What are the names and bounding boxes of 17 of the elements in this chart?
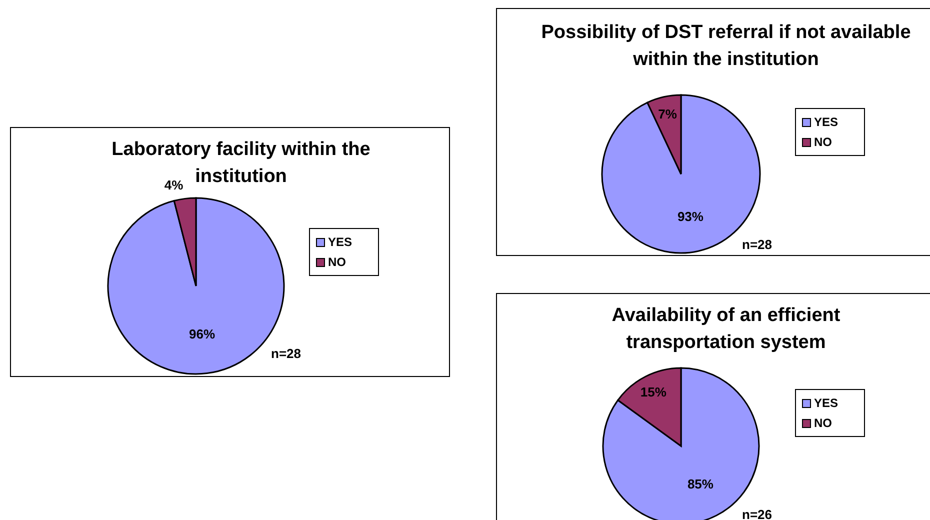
data-label: 85% [687, 476, 714, 492]
data-label: 7% [658, 106, 678, 122]
chart-title: Possibility of DST referral if not available within the institution [541, 21, 911, 72]
text: n=26 [742, 507, 772, 520]
legend-label: NO [327, 254, 347, 271]
text: n=28 [271, 346, 301, 361]
legend-label: NO [813, 415, 833, 432]
legend-label: YES [813, 114, 840, 131]
legend-label: NO [813, 134, 833, 151]
data-label: 15% [640, 384, 667, 400]
legend-label: YES [327, 234, 354, 251]
data-label: 4% [164, 177, 184, 192]
legend-label: YES [813, 395, 840, 412]
chart-title: Availability of an efficient transportation system [610, 304, 842, 355]
data-label: 96% [189, 326, 216, 342]
text: n=28 [742, 237, 772, 252]
data-label: 93% [677, 208, 704, 224]
